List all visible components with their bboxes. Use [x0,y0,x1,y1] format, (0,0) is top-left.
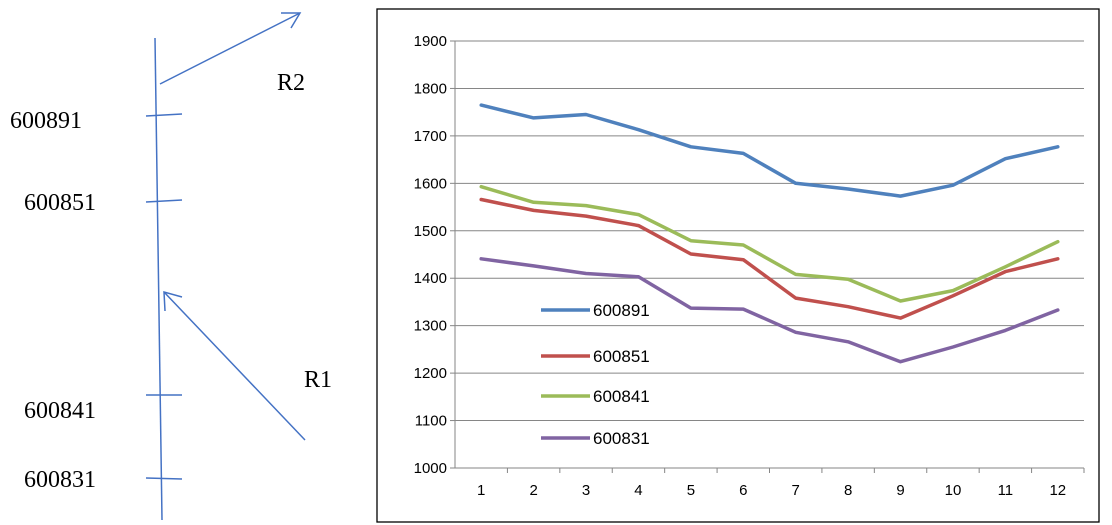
series-line-600831 [479,257,1060,364]
r1-arrowhead [163,290,183,312]
station-tick-600831 [145,477,183,480]
series-line-600841 [479,184,1060,303]
legend-label-600851: 600851 [593,347,650,366]
y-tick-label-1900: 1900 [414,33,447,50]
legend-item-600841: 600841 [541,387,650,406]
legend-label-600831: 600831 [593,429,650,448]
x-tick-label-3: 3 [582,482,590,499]
y-tick-label-1300: 1300 [414,318,447,335]
station-diagram: 600891 600851 600841 600831 R2 R1 [10,12,332,521]
legend-item-600851: 600851 [541,347,650,366]
x-tick-label-5: 5 [687,482,695,499]
station-label-600851: 600851 [24,190,96,216]
chart-frame [376,8,1100,523]
r2-arrow-shaft [159,12,301,85]
river-label-r1: R1 [304,367,332,393]
y-tick-label-1000: 1000 [414,460,447,477]
y-tick-label-1800: 1800 [414,80,447,97]
y-tick-label-1500: 1500 [414,223,447,240]
station-tick-600891 [145,113,183,117]
y-tick-label-1700: 1700 [414,128,447,145]
legend-item-600891: 600891 [541,301,650,320]
main-river-line [154,37,163,521]
station-tick-600851 [145,199,183,203]
x-tick-label-6: 6 [739,482,747,499]
gridlines [455,40,1084,422]
x-tick-label-7: 7 [792,482,800,499]
y-tick-label-1400: 1400 [414,270,447,287]
x-tick-label-12: 12 [1049,482,1066,499]
line-chart: 1000 1100 1200 1300 1400 1500 1600 1700 1800 1900… [376,8,1100,523]
legend-label-600841: 600841 [593,387,650,406]
x-tick-label-2: 2 [529,482,537,499]
x-tick-label-4: 4 [634,482,642,499]
y-tick-labels: 1000 1100 1200 1300 1400 1500 1600 1700 1800 1900 [414,33,455,477]
y-tick-label-1100: 1100 [415,413,447,430]
legend: 600891 600851 600841 600831 [541,301,650,448]
y-tick-label-1600: 1600 [414,175,447,192]
series-lines [479,103,1060,364]
legend-item-600831: 600831 [541,429,650,448]
station-label-600841: 600841 [24,398,96,424]
station-label-600831: 600831 [24,467,96,493]
r2-arrowhead [281,12,302,29]
y-tick-label-1200: 1200 [414,365,447,382]
x-tick-label-10: 10 [945,482,962,499]
legend-label-600891: 600891 [593,301,650,320]
x-tick-label-1: 1 [477,482,485,499]
series-line-600851 [479,197,1060,320]
river-label-r2: R2 [277,70,305,96]
x-tick-labels: 1 2 3 4 5 6 7 8 9 10 11 12 [477,468,1085,499]
r1-arrow-shaft [163,291,306,441]
series-line-600891 [479,103,1060,198]
x-tick-label-8: 8 [844,482,852,499]
x-tick-label-9: 9 [896,482,904,499]
station-label-600891: 600891 [10,108,82,134]
x-tick-label-11: 11 [998,482,1014,499]
